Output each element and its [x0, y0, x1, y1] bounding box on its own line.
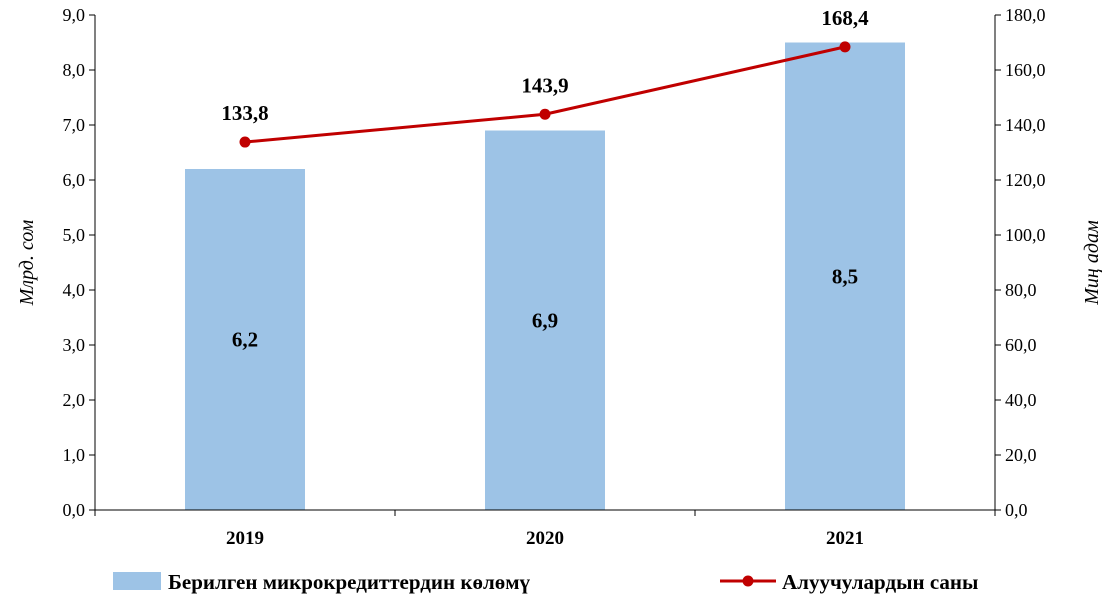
y2-tick-label: 80,0 — [1005, 280, 1037, 300]
y-tick-label: 6,0 — [63, 170, 86, 190]
plot-area: 0,0 1,0 2,0 3,0 4,0 5,0 6,0 7,0 8,0 9,0 0,0 20,0 40,… — [16, 5, 1103, 549]
y2-tick-label: 140,0 — [1005, 115, 1046, 135]
bar-data-label: 6,9 — [532, 308, 558, 332]
line-point-2021 — [839, 41, 851, 53]
y2-tick-label: 100,0 — [1005, 225, 1046, 245]
line-data-label: 168,4 — [821, 6, 869, 30]
line-point-2019 — [239, 136, 251, 148]
y-axis-title: Млрд. сом — [16, 219, 38, 306]
y2-tick-label: 20,0 — [1005, 445, 1037, 465]
y-tick-label: 0,0 — [63, 500, 86, 520]
x-tick-label: 2019 — [226, 528, 264, 549]
y-tick-label: 4,0 — [63, 280, 86, 300]
x-tick-label: 2021 — [826, 528, 864, 549]
y-tick-label: 8,0 — [63, 60, 86, 80]
legend: Берилген микрокредиттердин көлөмү Алуучул… — [113, 570, 978, 594]
legend-line-marker — [742, 575, 754, 587]
y-tick-label: 3,0 — [63, 335, 86, 355]
y2-tick-label: 120,0 — [1005, 170, 1046, 190]
bar-2019 — [185, 169, 305, 510]
bar-2021 — [785, 42, 905, 510]
y-tick-label: 9,0 — [63, 5, 86, 25]
y2-tick-label: 40,0 — [1005, 390, 1037, 410]
y2-axis-title: Миң адам — [1081, 220, 1103, 306]
legend-line-label: Алуучулардын саны — [782, 570, 978, 594]
y2-tick-label: 160,0 — [1005, 60, 1046, 80]
y2-tick-label: 0,0 — [1005, 500, 1028, 520]
y2-tick-label: 180,0 — [1005, 5, 1046, 25]
legend-bar-swatch — [113, 572, 161, 590]
line-data-label: 133,8 — [221, 101, 268, 125]
y-tick-label: 5,0 — [63, 225, 86, 245]
y-tick-label: 7,0 — [63, 115, 86, 135]
bar-2020 — [485, 130, 605, 510]
y-tick-label: 2,0 — [63, 390, 86, 410]
bar-data-label: 8,5 — [832, 264, 858, 288]
x-tick-label: 2020 — [526, 528, 564, 549]
y2-tick-label: 60,0 — [1005, 335, 1037, 355]
legend-bar-label: Берилген микрокредиттердин көлөмү — [168, 570, 531, 594]
y-tick-label: 1,0 — [63, 445, 86, 465]
line-point-2020 — [539, 108, 551, 120]
line-data-label: 143,9 — [521, 73, 568, 97]
bar-data-label: 6,2 — [232, 328, 258, 352]
